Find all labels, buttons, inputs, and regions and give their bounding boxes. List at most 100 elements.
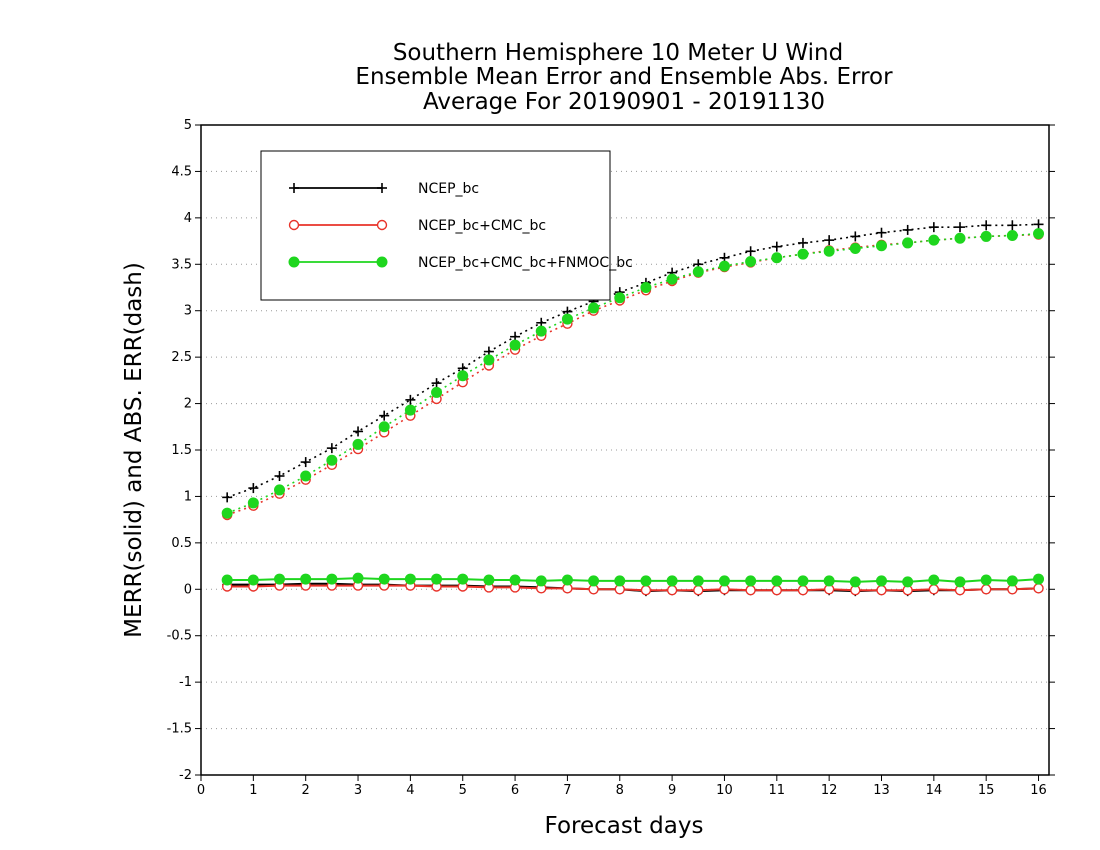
legend-marker — [288, 219, 300, 231]
mean-error-point — [718, 575, 730, 587]
abs-error-point — [379, 410, 390, 421]
mean-error-point — [1033, 573, 1045, 585]
y-tick-label: 1.5 — [171, 443, 192, 458]
x-tick-label: 3 — [354, 783, 362, 798]
legend-label: NCEP_bc+CMC_bc+FNMOC_bc — [418, 255, 633, 271]
mean-error-point — [797, 575, 809, 587]
abs-error-point — [247, 497, 259, 509]
legend-marker — [376, 256, 388, 268]
mean-error-point — [692, 575, 704, 587]
y-tick-label: 3 — [184, 304, 192, 319]
y-axis-label: MERR(solid) and ABS. ERR(dash) — [121, 262, 147, 638]
abs-error-point — [1033, 228, 1045, 240]
abs-error-point — [561, 313, 573, 325]
chart-title-line-2: Ensemble Mean Error and Ensemble Abs. Er… — [355, 64, 893, 90]
x-tick-label: 5 — [459, 783, 467, 798]
legend-marker — [376, 219, 388, 231]
mean-error-point — [1033, 583, 1044, 594]
abs-error-point — [457, 370, 469, 382]
abs-error-point — [797, 248, 809, 260]
abs-error-point — [981, 220, 992, 231]
abs-error-point — [300, 457, 311, 468]
x-tick-label: 9 — [668, 783, 676, 798]
mean-error-point — [954, 576, 966, 588]
abs-error-point — [300, 470, 312, 482]
y-tick-label: 5 — [184, 118, 192, 133]
abs-error-point — [274, 484, 286, 496]
mean-error-point — [876, 585, 887, 596]
mean-error-point — [561, 574, 573, 586]
abs-error-point — [274, 471, 285, 481]
mean-error-point — [300, 573, 312, 585]
mean-error-point — [980, 574, 992, 586]
abs-error-point — [483, 354, 495, 366]
legend: NCEP_bc NCEP_bc+CMC_bc NCEP_bc+CMC_bc+FNMO… — [260, 150, 633, 301]
legend-marker — [289, 183, 299, 193]
mean-error-point — [849, 576, 861, 588]
y-tick-label: 1 — [184, 489, 192, 504]
abs-error-point — [614, 292, 626, 304]
mean-error-point — [378, 573, 390, 585]
mean-error-point — [640, 575, 652, 587]
abs-error-point — [1033, 219, 1044, 230]
mean-error-point — [221, 574, 233, 586]
mean-error-point — [745, 585, 756, 596]
x-tick-label: 2 — [302, 783, 310, 798]
abs-error-point — [509, 339, 521, 351]
legend-marker — [288, 256, 300, 268]
abs-error-point — [353, 426, 364, 437]
abs-error-point — [876, 227, 887, 238]
abs-error-point — [980, 230, 992, 242]
abs-error-point — [823, 245, 835, 257]
abs-error-point — [431, 386, 443, 398]
legend-entry-ncep-bc-cmc-bc-fnmoc-bc: NCEP_bc+CMC_bc+FNMOC_bc — [288, 255, 633, 271]
mean-error-point — [928, 584, 940, 595]
x-tick-label: 13 — [873, 783, 890, 798]
mean-error-point — [666, 575, 678, 587]
abs-error-point — [745, 256, 757, 267]
legend-marker — [377, 183, 387, 193]
x-tick-label: 14 — [926, 783, 943, 798]
abs-error-point — [221, 507, 233, 519]
abs-error-point — [718, 260, 730, 272]
mean-error-point — [823, 575, 835, 587]
series — [221, 219, 1045, 597]
abs-error-point — [797, 237, 808, 248]
y-tick-label: 3.5 — [171, 257, 192, 272]
mean-error-point — [457, 573, 469, 585]
x-tick-label: 6 — [511, 783, 519, 798]
x-axis-label: Forecast days — [545, 813, 704, 839]
mean-error-point — [745, 575, 757, 587]
y-tick-label: 2.5 — [171, 350, 192, 365]
mean-error-line — [227, 584, 1039, 592]
x-tick-label: 0 — [197, 783, 205, 798]
mean-error-point — [902, 576, 914, 588]
mean-error-point — [666, 585, 678, 596]
abs-error-point — [666, 273, 678, 285]
abs-error-point — [222, 492, 233, 503]
mean-error-point — [483, 574, 495, 586]
y-tick-label: -1.5 — [167, 722, 192, 737]
x-tick-label: 10 — [716, 783, 733, 798]
abs-error-point — [640, 282, 652, 293]
y-tick-label: 4 — [184, 211, 192, 226]
mean-error-line — [227, 577, 1039, 583]
abs-error-point — [902, 237, 914, 249]
abs-error-point — [745, 246, 756, 257]
abs-error-point — [955, 222, 966, 233]
mean-error-point — [771, 575, 783, 587]
x-tick-label: 11 — [769, 783, 786, 798]
y-tick-label: -0.5 — [167, 629, 192, 644]
x-tick-label: 1 — [249, 783, 257, 798]
mean-error-point — [928, 574, 940, 586]
axes: -2-1.5-1-0.500.511.522.533.544.550 1 2 3 4 5 6… — [167, 118, 1055, 798]
legend-entry-ncep-bc: NCEP_bc — [289, 181, 479, 197]
mean-error-point — [614, 575, 626, 587]
x-tick-label: 4 — [406, 783, 414, 798]
legend-label: NCEP_bc — [418, 181, 479, 197]
mean-error-point — [771, 585, 783, 596]
y-tick-label: -1 — [179, 675, 192, 690]
abs-error-point — [850, 231, 861, 242]
abs-error-point — [405, 394, 416, 405]
